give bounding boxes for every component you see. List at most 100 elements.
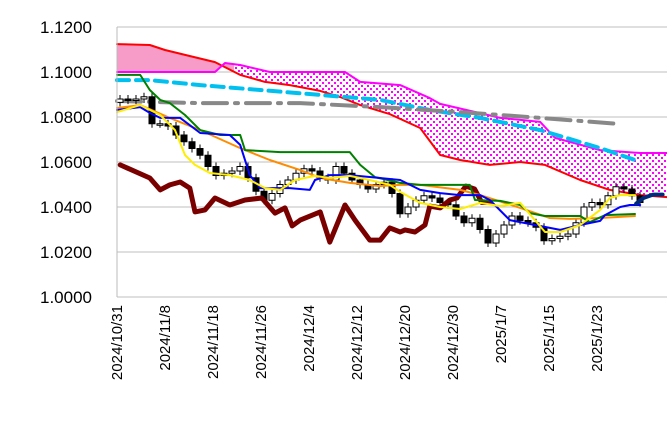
candle-body [140, 96, 148, 100]
candle [212, 162, 220, 180]
candle [500, 220, 508, 239]
candle [620, 182, 628, 194]
candle [484, 225, 492, 248]
candle-body [516, 215, 524, 221]
candle [404, 202, 412, 218]
candle-body [180, 134, 188, 143]
y-tick-label: 1.0600 [40, 153, 92, 172]
candle-body [572, 222, 580, 235]
candle [188, 137, 196, 153]
candle [548, 234, 556, 245]
candle-body [436, 197, 444, 203]
candle [476, 214, 484, 234]
x-tick-label: 2024/12/20 [397, 305, 414, 380]
candle [156, 119, 164, 128]
candle-body [620, 186, 628, 190]
candle-body [396, 193, 404, 215]
candle-body [564, 233, 572, 237]
x-tick-label: 2025/1/15 [541, 305, 558, 372]
x-axis-ticks: 2024/10/31 2024/11/8 2024/11/18 2024/11/26 2… [109, 305, 606, 380]
candle-body [596, 202, 604, 206]
candle-body [196, 148, 204, 156]
candle-body [612, 186, 620, 197]
candle [116, 94, 124, 107]
candle [308, 164, 316, 176]
moving-average-gray-line [115, 99, 623, 126]
candle-body [484, 229, 492, 244]
candle-body [460, 215, 468, 224]
candle [556, 232, 564, 243]
series-lines-back [115, 43, 667, 199]
candle [364, 180, 372, 194]
candle-body [492, 233, 500, 244]
candle [132, 94, 140, 105]
x-tick-label: 2025/1/23 [589, 305, 606, 372]
candle [460, 211, 468, 227]
senkou-span-a-line [116, 62, 667, 154]
x-tick-label: 2024/10/31 [109, 305, 126, 380]
candle [564, 229, 572, 241]
candle-body [452, 204, 460, 217]
senkou-span-b-line [116, 43, 667, 199]
y-tick-label: 1.1200 [40, 18, 92, 37]
candle-body [132, 98, 140, 101]
candle [492, 229, 500, 248]
x-tick-label: 2024/12/4 [301, 305, 318, 372]
candle-body [588, 202, 596, 208]
moving-average-yellow-line [116, 104, 636, 233]
candle [452, 200, 460, 221]
x-tick-label: 2025/1/7 [493, 305, 510, 363]
series-lines-front [116, 73, 665, 245]
candle-body [500, 224, 508, 235]
y-tick-label: 1.0800 [40, 108, 92, 127]
candle-body [556, 235, 564, 239]
candle [588, 198, 596, 212]
y-tick-label: 1.0000 [40, 288, 92, 307]
moving-average-long-line [115, 78, 637, 162]
candle-body [116, 98, 124, 103]
candle [124, 94, 132, 105]
candle-body [212, 166, 220, 176]
candle [468, 214, 476, 227]
candle [428, 191, 436, 203]
candle [436, 193, 444, 207]
candle [268, 189, 276, 205]
candle-body [156, 123, 164, 126]
x-tick-label: 2024/11/26 [253, 305, 270, 379]
tenkan-sen-forward-line [634, 192, 665, 206]
kijun-sen-line [116, 73, 636, 224]
candle-body [124, 98, 132, 101]
x-tick-label: 2024/11/18 [205, 305, 222, 379]
candle-body [428, 195, 436, 199]
candle-body [308, 168, 316, 172]
candle-body [340, 166, 348, 174]
candle-body [236, 166, 244, 172]
candle [596, 198, 604, 209]
candle-body [420, 195, 428, 201]
candle-body [228, 170, 236, 174]
candle-body [548, 238, 556, 242]
ichimoku-cloud [117, 44, 667, 198]
candle-body [204, 154, 212, 167]
candle-body [476, 217, 484, 230]
y-tick-label: 1.0200 [40, 243, 92, 262]
y-tick-label: 1.0400 [40, 198, 92, 217]
candle [524, 216, 532, 227]
chikou-span-line [117, 162, 493, 245]
y-axis-ticks: 1.0000 1.0200 1.0400 1.0600 1.0800 1.1000 1.12… [40, 18, 92, 307]
candle [572, 218, 580, 239]
candle [236, 162, 244, 176]
candle [420, 191, 428, 205]
candle-body [468, 217, 476, 224]
candle [204, 151, 212, 171]
candle [140, 92, 148, 104]
candle-body [188, 141, 196, 149]
x-tick-label: 2024/12/12 [349, 305, 366, 380]
candle-body [268, 193, 276, 201]
y-tick-label: 1.1000 [40, 63, 92, 82]
x-tick-label: 2024/12/30 [445, 305, 462, 380]
candle [180, 130, 188, 146]
cloud-bearish-fill [117, 44, 234, 72]
candle [396, 189, 404, 218]
